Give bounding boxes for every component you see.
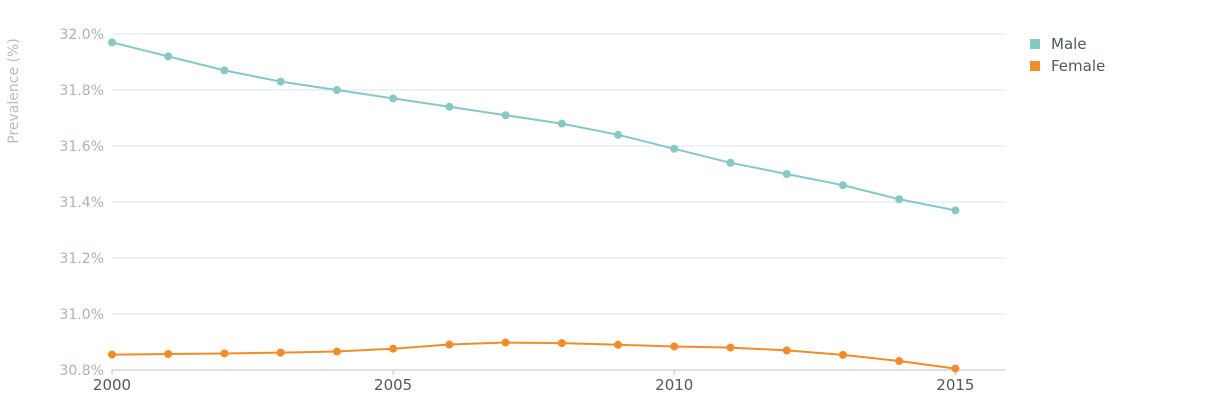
data-point-male	[951, 206, 960, 215]
data-point-female	[557, 339, 566, 348]
data-point-male	[614, 130, 623, 139]
data-point-female	[951, 364, 960, 373]
legend-item-male[interactable]: Male	[1030, 33, 1105, 55]
gridlines	[112, 33, 1006, 371]
data-point-female	[332, 347, 341, 356]
y-tick-label: 32.0%	[60, 27, 104, 43]
data-point-male	[895, 195, 904, 204]
series-line-male	[111, 41, 956, 212]
legend-item-female[interactable]: Female	[1030, 55, 1105, 77]
legend-label-male: Male	[1051, 35, 1087, 53]
legend-swatch-male	[1030, 39, 1040, 49]
data-point-female	[164, 350, 173, 359]
x-tick-label: 2000	[93, 376, 131, 394]
data-point-male	[557, 119, 566, 128]
data-point-male	[501, 111, 510, 120]
data-point-female	[614, 340, 623, 349]
data-point-male	[389, 94, 398, 103]
data-point-female	[445, 340, 454, 349]
legend-label-female: Female	[1051, 57, 1106, 75]
x-tick-label: 2015	[936, 376, 974, 394]
x-tick-label: 2005	[374, 376, 412, 394]
data-point-male	[445, 102, 454, 111]
x-tick-label: 2010	[655, 376, 693, 394]
data-point-female	[108, 350, 116, 359]
data-point-female	[895, 357, 904, 366]
data-point-male	[726, 158, 735, 167]
data-point-male	[670, 144, 679, 153]
data-point-female	[501, 338, 510, 347]
legend-swatch-female	[1030, 61, 1040, 71]
data-point-male	[332, 86, 341, 94]
data-point-male	[782, 170, 791, 178]
y-tick-label: 31.4%	[60, 195, 104, 211]
data-point-female	[276, 348, 285, 357]
y-tick-label: 30.8%	[60, 363, 104, 379]
data-point-female	[220, 349, 229, 358]
data-point-male	[164, 52, 173, 61]
series-group	[108, 38, 960, 373]
y-tick-label: 31.2%	[60, 251, 104, 267]
x-axis: 2000 2005 2010 2015	[93, 370, 974, 394]
data-point-female	[782, 346, 791, 355]
y-axis: 32.0% 31.8% 31.6% 31.4% 31.2% 31.0% 30.8%	[60, 27, 104, 379]
data-point-female	[389, 344, 398, 353]
data-point-male	[220, 66, 229, 75]
data-point-male	[276, 77, 285, 86]
y-tick-label: 31.0%	[60, 307, 104, 323]
data-point-female	[670, 342, 679, 351]
legend: Male Female	[1030, 33, 1105, 77]
data-point-male	[108, 38, 116, 47]
y-tick-label: 31.8%	[60, 83, 104, 99]
y-axis-label: Prevalence (%)	[6, 38, 22, 144]
data-point-male	[838, 181, 847, 190]
series-line-female	[111, 341, 956, 370]
y-tick-label: 31.6%	[60, 139, 104, 155]
data-point-female	[838, 350, 847, 359]
data-point-female	[726, 343, 735, 352]
